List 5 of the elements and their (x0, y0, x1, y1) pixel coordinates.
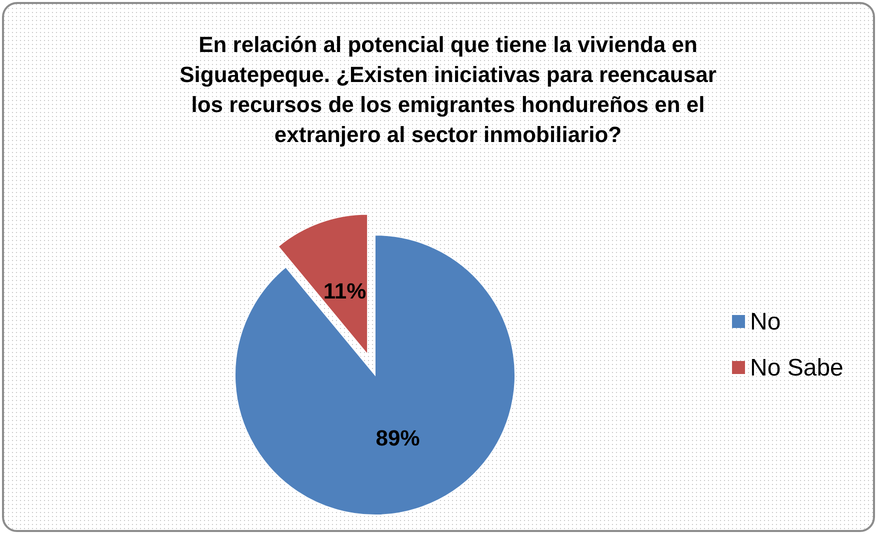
data-label: 89% (376, 426, 420, 451)
chart-title: En relación al potencial que tiene la vivienda en Siguatepeque. ¿Existen iniciativas para reencausar los recursos de los emigrantes hondureños en el extranjero al sector inmobiliario? (180, 32, 717, 147)
data-label: 11% (323, 278, 366, 304)
legend-label: No (750, 308, 781, 336)
legend-label: No Sabe (750, 354, 844, 382)
